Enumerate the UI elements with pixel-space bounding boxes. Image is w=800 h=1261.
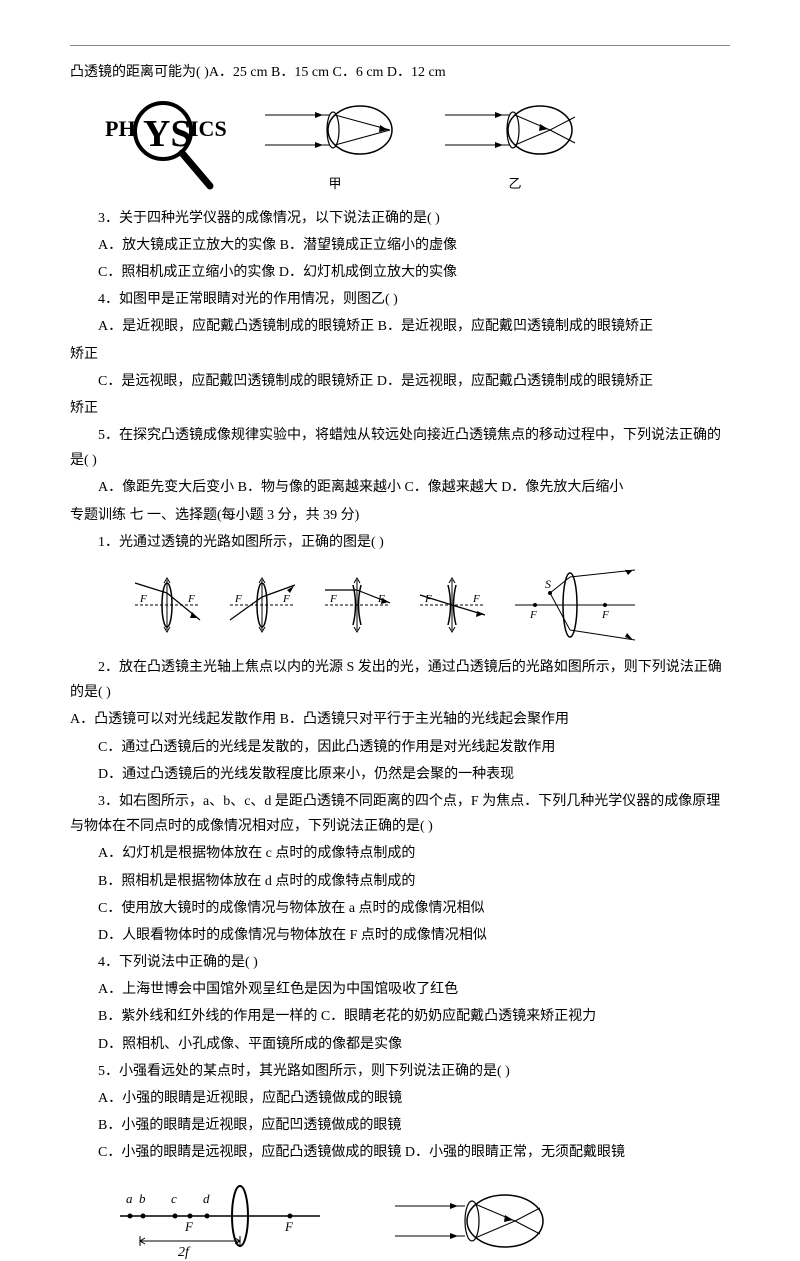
s2c: D．通过凸透镜后的光线发散程度比原来小，仍然是会聚的一种表现 xyxy=(70,762,730,787)
axis-f1: F xyxy=(184,1219,194,1234)
svg-text:PH: PH xyxy=(105,116,136,141)
q5: 5．在探究凸透镜成像规律实验中，将蜡烛从较远处向接近凸透镜焦点的移动过程中，下列… xyxy=(70,423,730,473)
q3b: C．照相机成正立缩小的实像 D．幻灯机成倒立放大的实像 xyxy=(70,260,730,285)
svg-text:F: F xyxy=(472,593,480,605)
s5a: A．小强的眼睛是近视眼，应配凸透镜做成的眼镜 xyxy=(70,1086,730,1111)
svg-text:A: A xyxy=(164,634,173,635)
s5: 5．小强看远处的某点时，其光路如图所示，则下列说法正确的是( ) xyxy=(70,1059,730,1084)
q3a: A．放大镜成正立放大的实像 B．潜望镜成正立缩小的虚像 xyxy=(70,233,730,258)
q4b: C．是远视眼，应配戴凹透镜制成的眼镜矫正 D．是远视眼，应配戴凸透镜制成的眼镜矫… xyxy=(70,369,730,394)
s3c: C．使用放大镜时的成像情况与物体放在 a 点时的成像情况相似 xyxy=(70,896,730,921)
s3: 3．如右图所示，a、b、c、d 是距凸透镜不同距离的四个点，F 为焦点．下列几种… xyxy=(70,789,730,839)
magnifier-figure: PH ICS YS xyxy=(100,101,230,196)
svg-text:F: F xyxy=(282,593,290,605)
svg-text:F: F xyxy=(139,593,147,605)
svg-text:F: F xyxy=(329,593,337,605)
s4c: D．照相机、小孔成像、平面镜所成的像都是实像 xyxy=(70,1032,730,1057)
s2a: A．凸透镜可以对光线起发散作用 B．凸透镜只对平行于主光轴的光线起会聚作用 xyxy=(70,707,730,732)
s3b: B．照相机是根据物体放在 d 点时的成像特点制成的 xyxy=(70,869,730,894)
q4a: A．是近视眼，应配戴凸透镜制成的眼镜矫正 B．是近视眼，应配戴凹透镜制成的眼镜矫… xyxy=(70,314,730,339)
q4b-cont: 矫正 xyxy=(70,396,730,421)
svg-text:F: F xyxy=(187,593,195,605)
s4a: A．上海世博会中国馆外观呈红色是因为中国馆吸收了红色 xyxy=(70,977,730,1002)
s3a: A．幻灯机是根据物体放在 c 点时的成像特点制成的 xyxy=(70,841,730,866)
svg-text:D: D xyxy=(449,634,458,635)
eye-yi-figure: 乙 xyxy=(440,95,590,195)
q5a: A．像距先变大后变小 B．物与像的距离越来越小 C．像越来越大 D．像先放大后缩… xyxy=(70,475,730,500)
svg-text:F: F xyxy=(529,609,537,621)
s2b: C．通过凸透镜后的光线是发散的，因此凸透镜的作用是对光线起发散作用 xyxy=(70,735,730,760)
lens-option-c-icon: F F C xyxy=(320,575,395,635)
s1: 1．光通过透镜的光路如图所示，正确的图是( ) xyxy=(70,530,730,555)
yi-label: 乙 xyxy=(440,172,590,195)
eye-jia-icon xyxy=(260,95,410,170)
question-lens-distance: 凸透镜的距离可能为( )A．25 cm B．15 cm C．6 cm D．12 … xyxy=(70,60,730,85)
s4: 4．下列说法中正确的是( ) xyxy=(70,950,730,975)
lens-option-a-icon: F F A xyxy=(130,575,205,635)
lens-option-d-icon: F F D xyxy=(415,575,490,635)
jia-label: 甲 xyxy=(260,172,410,195)
svg-text:C: C xyxy=(354,634,362,635)
q3: 3．关于四种光学仪器的成像情况，以下说法正确的是( ) xyxy=(70,206,730,231)
q4a-cont: 矫正 xyxy=(70,342,730,367)
s4b: B．紫外线和红外线的作用是一样的 C．眼睛老花的奶奶应配戴凸透镜来矫正视力 xyxy=(70,1004,730,1029)
axis-lens-icon: a b c d F F 2f xyxy=(110,1181,330,1261)
svg-text:F: F xyxy=(234,593,242,605)
s3d: D．人眼看物体时的成像情况与物体放在 F 点时的成像情况相似 xyxy=(70,923,730,948)
s2: 2．放在凸透镜主光轴上焦点以内的光源 S 发出的光，通过凸透镜后的光路如图所示，… xyxy=(70,655,730,705)
magnifier-icon: PH ICS YS xyxy=(100,101,230,196)
eye-myopia-icon xyxy=(390,1186,560,1256)
bottom-figures-row: a b c d F F 2f xyxy=(110,1181,730,1261)
svg-text:YS: YS xyxy=(143,113,192,155)
eye-yi-icon xyxy=(440,95,590,170)
axis-f2: F xyxy=(284,1219,294,1234)
axis-a: a xyxy=(126,1191,133,1206)
section-title: 专题训练 七 一、选择题(每小题 3 分，共 39 分) xyxy=(70,503,730,528)
svg-text:F: F xyxy=(601,609,609,621)
axis-2f: 2f xyxy=(178,1245,191,1260)
q4: 4．如图甲是正常眼睛对光的作用情况，则图乙( ) xyxy=(70,287,730,312)
lens-option-b-icon: F F B xyxy=(225,575,300,635)
lens-s-icon: S F F xyxy=(510,565,640,645)
axis-b: b xyxy=(139,1191,146,1206)
svg-text:S: S xyxy=(545,577,551,591)
figure-row-1: PH ICS YS 甲 xyxy=(100,95,730,195)
svg-text:B: B xyxy=(259,634,267,635)
lens-options-row: F F A F F B F F C xyxy=(130,565,730,645)
s5c: C．小强的眼睛是远视眼，应配凸透镜做成的眼镜 D．小强的眼睛正常，无须配戴眼镜 xyxy=(70,1140,730,1165)
axis-d: d xyxy=(203,1191,210,1206)
eye-jia-figure: 甲 xyxy=(260,95,410,195)
svg-text:ICS: ICS xyxy=(190,116,227,141)
s5b: B．小强的眼睛是近视眼，应配凹透镜做成的眼镜 xyxy=(70,1113,730,1138)
axis-c: c xyxy=(171,1191,177,1206)
